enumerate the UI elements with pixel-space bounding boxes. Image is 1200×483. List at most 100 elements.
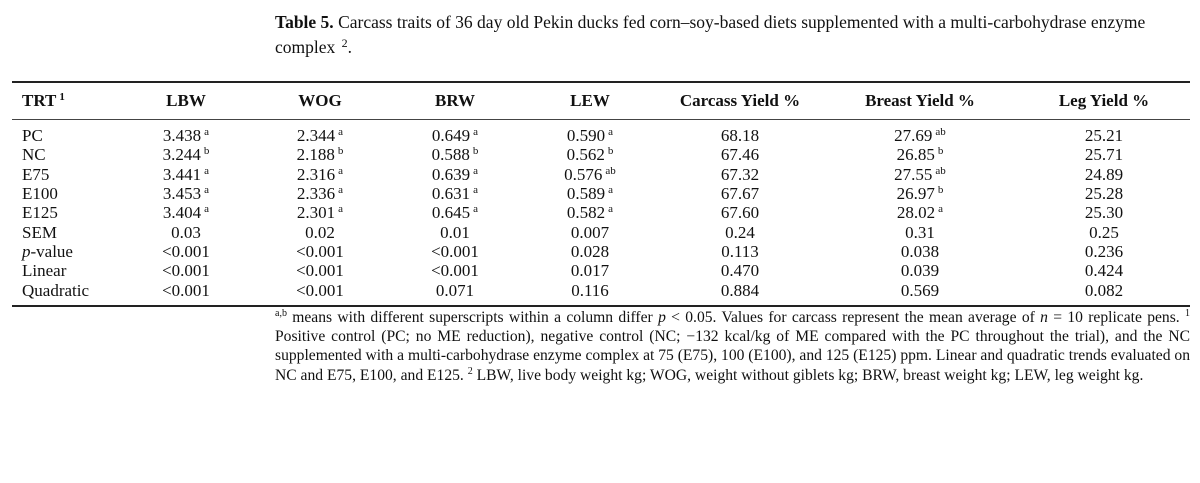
cell-value: 0.639 [431,164,471,184]
table-cell: 0.017 [522,261,658,280]
table-cell: 0.631 a [388,184,522,203]
cell-superscript: ab [935,126,946,139]
cell-value: <0.001 [296,280,344,300]
table-row: p-value <0.001 <0.001 <0.001 0.028 0.113 0.038… [12,242,1190,261]
column-header-label: LEW [570,91,610,110]
cell-superscript: a [608,203,614,216]
table-cell: 0.649 a [388,120,522,146]
footnote-sup-2: 2 [467,365,473,377]
caption-text: Carcass traits of 36 day old Pekin ducks… [275,12,1146,57]
cell-value: 0.470 [720,261,760,281]
cell-superscript: a [473,203,479,216]
cell-superscript: ab [935,164,946,177]
cell-value: 3.404 [162,203,202,223]
cell-superscript: a [204,203,210,216]
cell-value: 2.188 [296,145,335,165]
row-label-italic: p [22,241,31,261]
cell-value: 0.649 [431,126,471,146]
cell-superscript: a [938,203,944,216]
cell-value: 0.645 [431,203,471,223]
table-cell: <0.001 [252,242,388,261]
column-header: BRW [388,82,522,120]
table-cell: 25.30 [1018,203,1190,222]
table-cell: 0.082 [1018,280,1190,305]
cell-superscript: a [204,164,210,177]
cell-value: 3.453 [162,184,202,204]
table-cell: 0.071 [388,280,522,305]
table-cell: 24.89 [1018,165,1190,184]
cell-value: 0.25 [1089,222,1119,242]
column-header: LEW [522,82,658,120]
table-row: E75 3.441 a 2.316 a 0.639 a 0.576 ab 67.32 27.55 ab… [12,165,1190,184]
cell-superscript: b [607,145,614,158]
table-row: Quadratic <0.001 <0.001 0.071 0.116 0.884 0.56… [12,280,1190,306]
caption-end: . [347,37,353,57]
table-cell: 27.69 ab [822,120,1018,146]
cell-value: <0.001 [162,241,210,261]
table-cell: <0.001 [120,242,252,261]
table-cell: 0.007 [522,222,658,242]
table-cell: 0.470 [658,261,822,280]
cell-value: 2.301 [296,203,336,223]
table-cell: 0.03 [120,222,252,242]
table-cell: 0.028 [522,242,658,261]
cell-value: 25.30 [1084,203,1124,223]
column-header-label: Leg Yield % [1058,91,1150,110]
cell-value: <0.001 [431,241,479,261]
cell-value: 25.21 [1084,126,1124,146]
table-cell: 67.67 [658,184,822,203]
cell-superscript: a [338,203,344,216]
table-cell: 0.884 [658,280,822,305]
table-cell: 25.28 [1018,184,1190,203]
table-cell: 0.582 a [522,203,658,222]
cell-value: 28.02 [896,203,936,223]
table-row: NC 3.244 b 2.188 b 0.588 b 0.562 b 67.46 26.85 b 25.… [12,145,1190,164]
row-label: p-value [12,242,120,261]
table-cell: 68.18 [658,120,822,146]
cell-value: 3.244 [162,145,201,165]
table-cell: 67.32 [658,165,822,184]
row-label: SEM [22,222,57,242]
column-header-label: Carcass Yield % [679,91,801,110]
cell-value: 0.082 [1084,280,1124,300]
cell-value: 67.32 [720,164,760,184]
cell-value: 26.97 [896,184,935,204]
cell-value: 0.590 [566,126,606,146]
cell-value: 26.85 [896,145,935,165]
table-cell: 0.25 [1018,222,1190,242]
cell-value: 0.116 [571,280,609,300]
cell-superscript: a [338,184,344,197]
cell-value: 2.344 [296,126,336,146]
cell-superscript: a [608,126,614,139]
cell-value: 0.631 [431,184,471,204]
cell-value: 0.589 [566,184,606,204]
row-label: E75 [22,164,50,184]
table-row: E125 3.404 a 2.301 a 0.645 a 0.582 a 67.60 28.02 a 2… [12,203,1190,222]
cell-superscript: a [204,126,210,139]
cell-superscript: a [608,184,614,197]
footnote-text: LBW, live body weight kg; WOG, weight wi… [472,366,1144,384]
table-cell: 2.316 a [252,165,388,184]
cell-value: 2.336 [296,184,336,204]
table-cell: 0.569 [822,280,1018,305]
table-cell: <0.001 [388,261,522,280]
cell-value: 67.60 [720,203,760,223]
table-cell: 2.301 a [252,203,388,222]
table-cell: 2.344 a [252,120,388,146]
table-cell: 3.244 b [120,145,252,164]
table-cell: 2.336 a [252,184,388,203]
row-label: E125 [22,203,58,223]
cell-value: 0.007 [570,222,610,242]
table-cell: 3.438 a [120,120,252,146]
row-label-rest: -value [30,241,73,261]
cell-superscript: a [338,126,344,139]
cell-value: 25.28 [1084,184,1124,204]
cell-value: 24.89 [1084,164,1124,184]
table-cell: 0.236 [1018,242,1190,261]
table-cell: 0.589 a [522,184,658,203]
cell-value: 27.55 [894,164,933,184]
table-caption: Table 5. Carcass traits of 36 day old Pe… [275,10,1190,60]
cell-value: 0.424 [1084,261,1124,281]
footnote-text: = 10 replicate pens. [1047,309,1185,326]
column-header-label: LBW [166,91,206,110]
